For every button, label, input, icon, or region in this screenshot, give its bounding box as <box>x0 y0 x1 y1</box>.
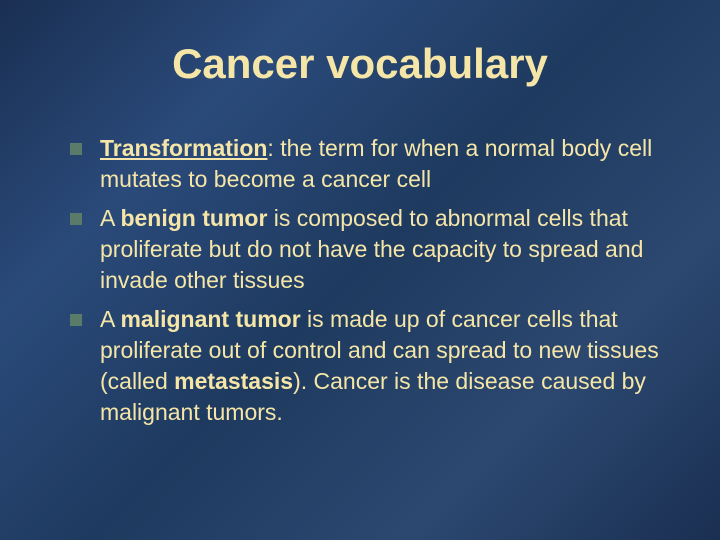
bullet-square-icon <box>70 213 82 225</box>
term-benign-tumor: benign tumor <box>120 205 267 231</box>
bullet-text: A malignant tumor is made up of cancer c… <box>100 304 670 428</box>
term-metastasis: metastasis <box>174 368 293 394</box>
bullet-prefix: A <box>100 306 120 332</box>
term-malignant-tumor: malignant tumor <box>120 306 300 332</box>
bullet-item: Transformation: the term for when a norm… <box>70 133 670 195</box>
bullet-square-icon <box>70 314 82 326</box>
bullet-prefix: A <box>100 205 120 231</box>
slide-title: Cancer vocabulary <box>50 40 670 88</box>
bullet-text: Transformation: the term for when a norm… <box>100 133 670 195</box>
bullet-item: A benign tumor is composed to abnormal c… <box>70 203 670 296</box>
term-transformation: Transformation <box>100 135 267 161</box>
bullet-text: A benign tumor is composed to abnormal c… <box>100 203 670 296</box>
bullet-square-icon <box>70 143 82 155</box>
slide-container: Cancer vocabulary Transformation: the te… <box>0 0 720 540</box>
slide-content: Transformation: the term for when a norm… <box>50 133 670 428</box>
bullet-item: A malignant tumor is made up of cancer c… <box>70 304 670 428</box>
